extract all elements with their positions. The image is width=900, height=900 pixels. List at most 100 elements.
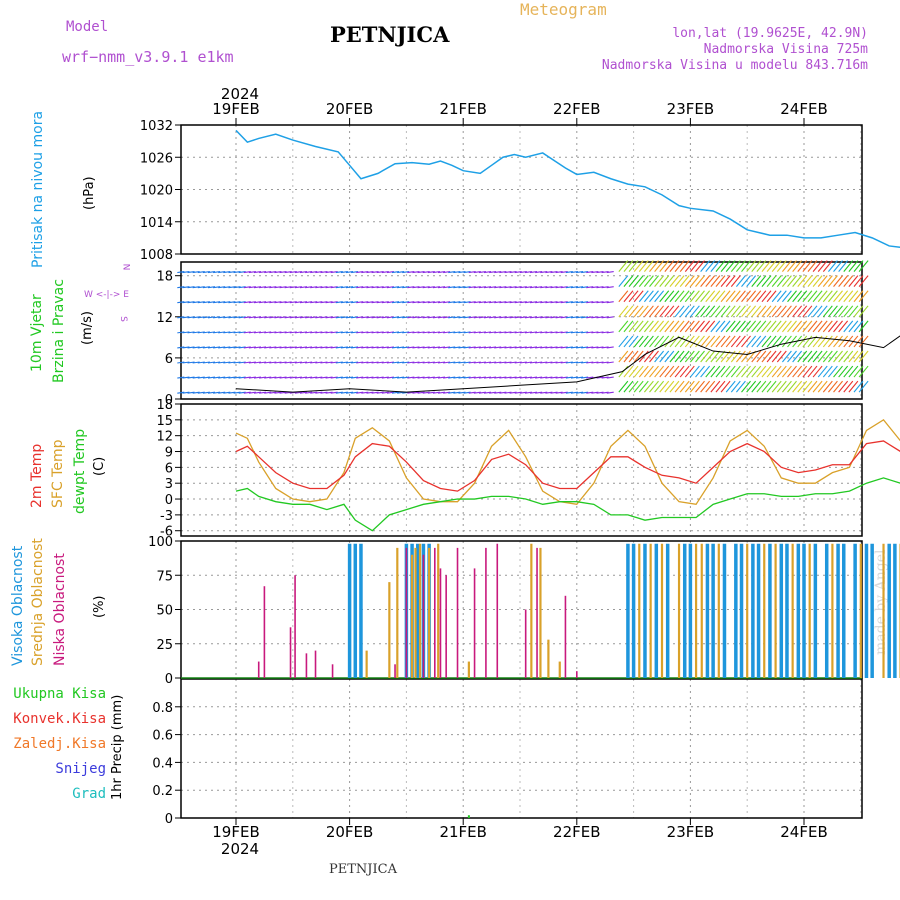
wind-arrow: [478, 286, 486, 289]
wind-arrow: [575, 346, 584, 349]
wind-dir-we: W <-|-> E: [84, 290, 129, 300]
wind-arrow: [407, 361, 415, 364]
wind-arrow: [787, 275, 797, 288]
wind-arrow: [684, 290, 695, 303]
wind-arrow: [838, 305, 849, 318]
wind-arrow: [381, 286, 389, 289]
wind-arrow: [407, 391, 415, 394]
wind-arrow: [833, 275, 843, 288]
year-top: 2024: [221, 85, 259, 103]
wind-arrow: [746, 305, 757, 318]
wind-arrow: [695, 305, 705, 318]
wind-arrow: [771, 305, 782, 318]
wind-arrow: [833, 350, 843, 363]
wind-arrow: [340, 376, 348, 379]
wind-arrow: [305, 391, 313, 394]
wind-arrow: [305, 271, 313, 274]
wind-arrow: [555, 376, 563, 379]
wind-arrow: [807, 365, 818, 378]
wind-arrow: [633, 335, 644, 348]
wind-arrow: [838, 335, 849, 348]
wind-arrow: [402, 301, 410, 304]
wind-arrow: [509, 391, 517, 394]
wind-arrow: [192, 346, 200, 349]
wind-arrow: [330, 376, 338, 379]
wind-arrow: [422, 316, 430, 319]
wind-arrow: [715, 260, 726, 272]
wind-arrow: [570, 361, 579, 364]
wind-arrow: [228, 286, 236, 289]
wind-arrow: [817, 380, 828, 393]
wind-arrow: [838, 290, 849, 303]
wind-arrow: [581, 271, 589, 274]
wind-arrow: [725, 335, 736, 348]
wind-arrow: [710, 290, 721, 303]
wind-arrow: [705, 290, 716, 303]
wind-arrow: [264, 271, 272, 274]
wind-arrow: [294, 301, 302, 304]
wind-arrow: [570, 316, 579, 319]
wind-arrow: [843, 305, 854, 318]
wind-arrow: [550, 346, 558, 349]
wind-arrow: [735, 380, 746, 393]
wind-arrow: [468, 331, 476, 334]
wind-arrow: [381, 301, 389, 304]
wind-arrow: [848, 275, 859, 288]
wind-arrow: [618, 380, 629, 393]
wind-arrow: [679, 320, 690, 333]
wind-arrow: [335, 301, 343, 304]
wind-arrow: [356, 316, 364, 319]
wind-arrow: [649, 320, 659, 333]
wind-arrow: [376, 271, 384, 274]
wind-arrow: [402, 376, 410, 379]
model-altitude-text: Nadmorska Visina u modelu 843.716m: [601, 58, 868, 73]
wind-arrow: [746, 290, 757, 303]
wind-arrow: [827, 350, 838, 363]
wind-arrow: [623, 275, 634, 288]
wind-arrow: [756, 335, 767, 348]
wind-arrow: [284, 376, 292, 379]
wind-arrow: [351, 391, 359, 394]
wind-arrow: [700, 290, 711, 303]
wind-arrow: [560, 376, 568, 379]
wind-arrow: [381, 376, 389, 379]
wind-arrow: [213, 361, 221, 364]
wind-arrow: [746, 275, 757, 288]
wind-arrow: [827, 335, 838, 348]
wind-arrow: [407, 316, 415, 319]
wind-arrow: [233, 286, 241, 289]
wind-arrow: [448, 271, 456, 274]
wind-arrow: [259, 316, 267, 319]
wind-arrow: [427, 346, 435, 349]
wind-arrow: [535, 361, 543, 364]
wind-arrow: [340, 391, 348, 394]
wind-arrow: [207, 361, 216, 364]
wind-arrow: [776, 350, 787, 363]
wind-arrow: [519, 316, 527, 319]
wind-arrow: [437, 271, 446, 274]
wind-arrow: [213, 391, 221, 394]
wind-arrow: [264, 376, 272, 379]
wind-arrow: [606, 376, 614, 379]
wind-arrow: [618, 335, 629, 348]
wind-arrow: [771, 275, 782, 288]
wind-arrow: [197, 346, 205, 349]
wind-arrow: [725, 320, 736, 333]
wind-arrow: [437, 391, 446, 394]
wind-arrow: [812, 380, 823, 393]
x-tick-label-top: 23FEB: [667, 100, 714, 118]
wind-arrow: [320, 346, 328, 349]
wind-arrow: [833, 305, 843, 318]
wind-arrow: [649, 335, 659, 348]
wind-arrow: [417, 346, 425, 349]
wind-arrow: [228, 376, 236, 379]
wind-arrow: [565, 316, 573, 319]
wind-arrow: [751, 320, 762, 333]
wind-arrow: [802, 365, 813, 378]
wind-arrow: [730, 290, 741, 303]
wind-arrow: [776, 290, 787, 303]
wind-arrow: [218, 376, 226, 379]
wind-arrow: [330, 361, 338, 364]
wind-arrow: [233, 376, 241, 379]
wind-arrow: [792, 350, 803, 363]
